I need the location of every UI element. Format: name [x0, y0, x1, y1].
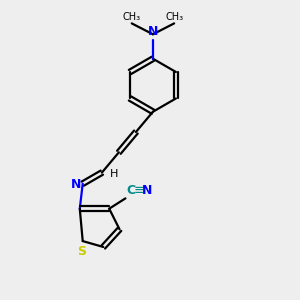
Text: ≡: ≡ [134, 183, 145, 197]
Text: CH₃: CH₃ [123, 12, 141, 22]
Text: H: H [110, 169, 118, 179]
Text: CH₃: CH₃ [165, 12, 183, 22]
Text: S: S [77, 244, 86, 258]
Text: N: N [148, 26, 158, 38]
Text: N: N [142, 184, 152, 197]
Text: N: N [71, 178, 81, 191]
Text: C: C [127, 184, 136, 197]
